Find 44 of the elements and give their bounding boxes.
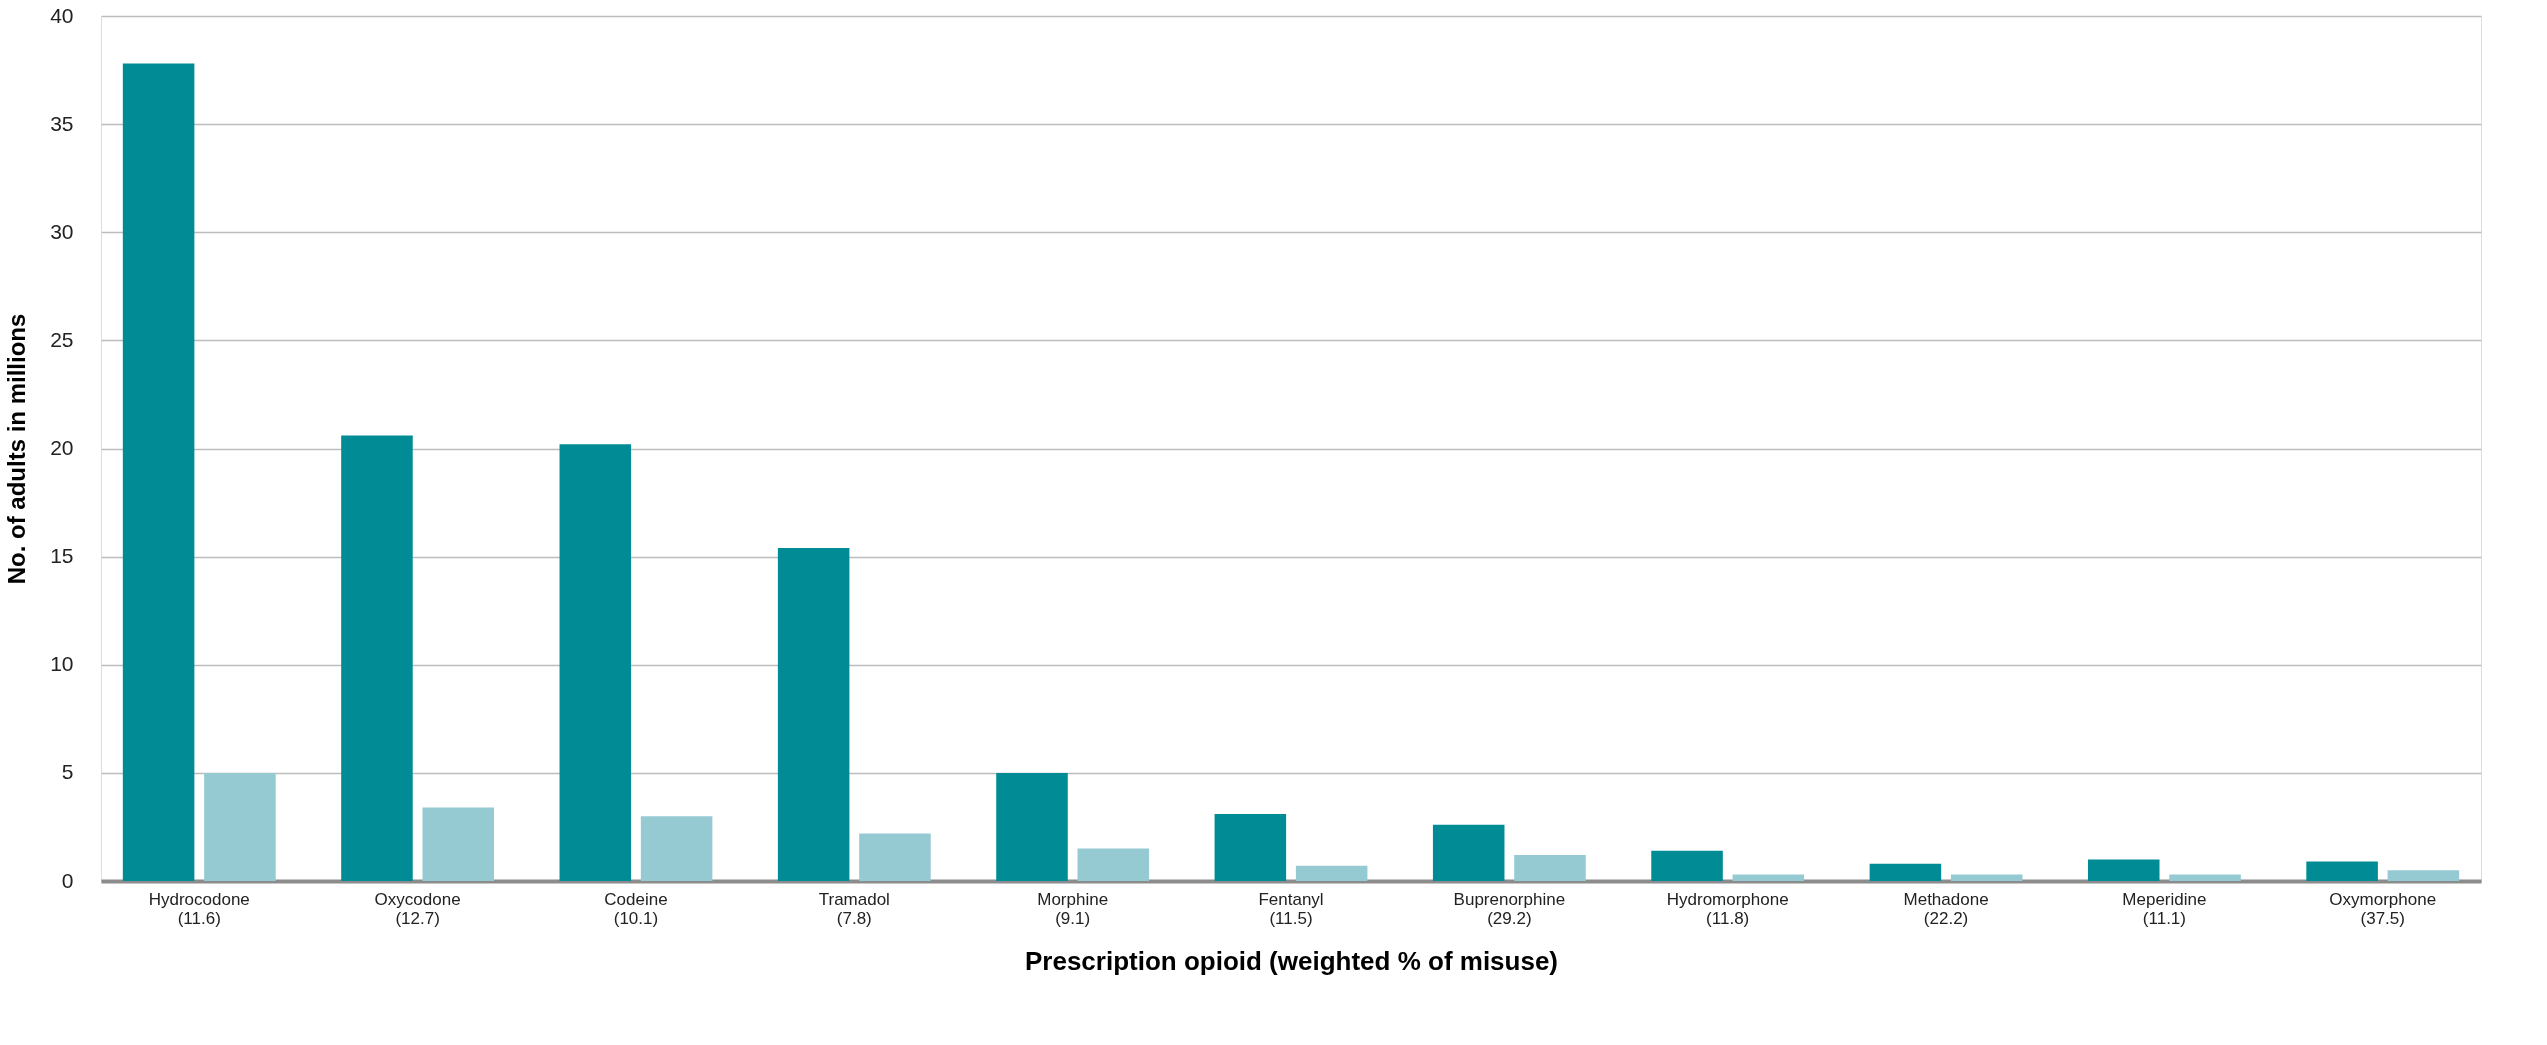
x-tick-label: Hydromorphone (11.8)	[1666, 889, 1789, 928]
x-tick-label: Meperidine (11.1)	[2122, 889, 2207, 928]
bar	[640, 816, 713, 881]
y-tick-label: 20	[50, 436, 74, 459]
y-tick-label: 5	[61, 760, 74, 784]
bar	[1214, 813, 1287, 881]
y-tick-label: 35	[50, 111, 74, 135]
bar	[2169, 874, 2241, 881]
bar	[122, 63, 195, 881]
y-tick-label: 40	[50, 3, 74, 27]
x-tick-label: Fentanyl (11.5)	[1258, 889, 1324, 928]
x-tick-label: Buprenorphine (29.2)	[1453, 889, 1566, 928]
x-tick-label: Methadone (22.2)	[1903, 889, 1989, 928]
y-tick-label: 30	[50, 219, 74, 243]
bar	[1950, 874, 2023, 881]
bar	[2306, 861, 2378, 881]
y-tick-label: 15	[50, 544, 74, 568]
bar	[777, 547, 850, 881]
bar	[559, 444, 632, 881]
bar	[1869, 863, 1942, 881]
bar	[859, 833, 931, 881]
bar	[996, 772, 1068, 881]
bar	[1514, 855, 1586, 881]
x-tick-label: Codeine (10.1)	[604, 889, 668, 928]
bar	[1077, 848, 1150, 881]
bar	[2387, 870, 2460, 881]
x-axis-title: Prescription opioid (weighted % of misuse)	[1024, 945, 1559, 976]
bar	[1651, 850, 1723, 881]
bar	[422, 807, 495, 881]
bar	[1732, 874, 1805, 881]
bar	[1432, 824, 1505, 881]
y-tick-label: 10	[50, 652, 74, 676]
bar	[1295, 865, 1368, 881]
bar	[2087, 859, 2160, 881]
x-tick-label: Tramadol (7.8)	[818, 889, 890, 928]
bar	[341, 435, 413, 881]
bar	[204, 772, 276, 881]
x-tick-label: Oxymorphone (37.5)	[2329, 889, 2437, 928]
y-tick-label: 25	[50, 327, 74, 351]
x-tick-label: Morphine (9.1)	[1037, 889, 1109, 928]
x-tick-label: Oxycodone (12.7)	[374, 889, 461, 928]
y-axis-title: No. of adults in millions	[3, 313, 31, 585]
x-tick-label: Hydrocodone (11.6)	[148, 889, 250, 928]
y-tick-label: 0	[61, 868, 74, 892]
